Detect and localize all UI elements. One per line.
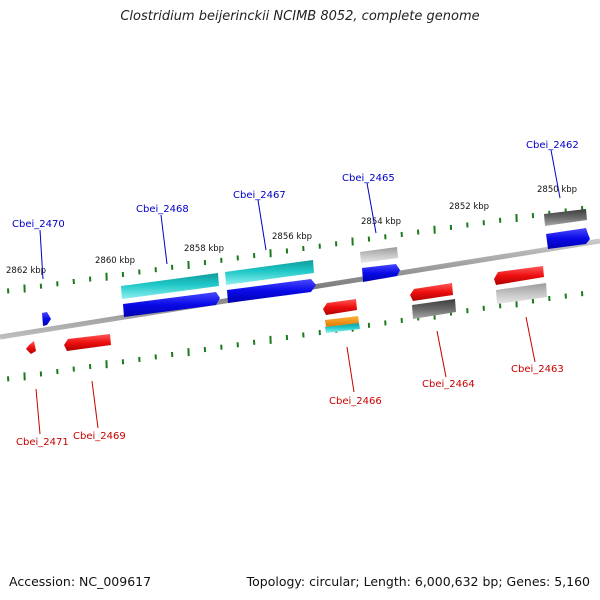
gene-label: Cbei_2469 [73,431,126,442]
gene-cbei-2466 [323,299,357,315]
gene-label: Cbei_2467 [233,190,286,201]
gene-cbei-2465 [362,264,400,282]
gene-label: Cbei_2466 [329,396,382,407]
gene-label: Cbei_2463 [511,364,564,375]
gene-leader-lines [35,149,561,435]
gene-cbei-2469 [64,334,111,351]
gene-cbei-2462-dark [544,209,587,226]
gene-cbei-2468 [123,292,220,317]
gene-label: Cbei_2468 [136,204,189,215]
scale-label: 2862 kbp [6,266,46,276]
accession-text: Accession: NC_009617 [9,574,152,589]
scale-label: 2854 kbp [361,217,401,227]
gene-cbei-2464-dark [412,299,456,319]
gene-label: Cbei_2464 [422,379,475,390]
scale-ticks-top [7,206,584,294]
gene-cbei-2465-gray [360,247,398,263]
scale-label: 2856 kbp [272,232,312,242]
scale-labels: 2862 kbp 2860 kbp 2858 kbp 2856 kbp 2854… [6,185,577,276]
gene-cbei-2467-cyan [225,260,314,285]
scale-label: 2858 kbp [184,244,224,254]
gene-cbei-2464 [410,283,453,301]
scale-label: 2852 kbp [449,202,489,212]
gene-cbei-2467 [227,279,316,303]
gene-cbei-2468-cyan [121,273,219,299]
gene-label: Cbei_2471 [16,437,69,448]
scale-label: 2850 kbp [537,185,577,195]
gene-cbei-2463-gray [496,283,547,304]
gene-cbei-2466-orange [325,316,359,327]
gene-cbei-2463 [494,266,544,285]
gene-label: Cbei_2465 [342,173,395,184]
gene-label: Cbei_2470 [12,219,65,230]
scale-label: 2860 kbp [95,256,135,266]
gene-labels: Cbei_2462 Cbei_2465 Cbei_2467 Cbei_2468 … [12,140,579,448]
gene-cbei-2462 [546,228,590,249]
gene-cbei-2470 [42,312,51,326]
gene-label: Cbei_2462 [526,140,579,151]
genome-summary-text: Topology: circular; Length: 6,000,632 bp… [246,574,590,589]
gene-cbei-2466-cyan [325,323,360,333]
gene-cbei-2471 [26,341,36,354]
page-title: Clostridium beijerinckii NCIMB 8052, com… [120,9,480,24]
